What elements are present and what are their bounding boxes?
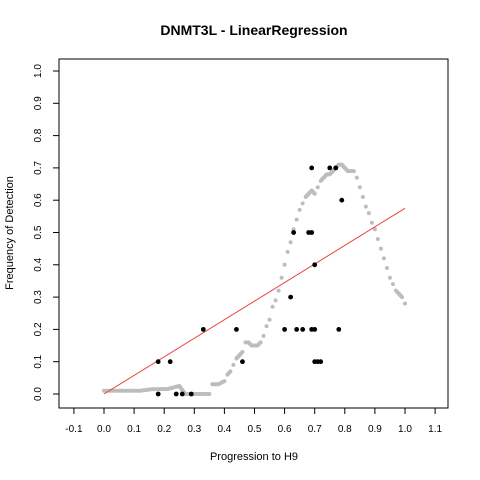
x-tick-label: 1.1 [428,424,442,435]
observed-point [188,391,194,397]
observed-point [294,327,300,332]
smooth-point [366,211,371,216]
observed-point [336,327,342,332]
observed-point [291,230,297,235]
observed-point [327,165,333,171]
x-tick-label: 0.9 [368,424,382,435]
smooth-point [285,249,290,254]
x-tick-label: 0.2 [157,424,171,435]
smooth-point [240,350,245,355]
smooth-point [261,333,266,338]
observed-point [309,165,315,171]
observed-point [282,327,287,332]
x-tick-label: 0.8 [338,424,352,435]
smooth-point [387,275,392,280]
smooth-point [273,298,278,303]
y-tick-label: 0.8 [33,128,44,142]
smooth-point [363,204,368,209]
y-tick-label: 0.1 [33,354,44,368]
smooth-point [312,191,317,196]
y-tick-label: 0.6 [33,193,44,207]
observed-point [200,327,206,332]
y-tick-label: 0.7 [33,161,44,175]
smooth-point [270,304,275,309]
smooth-point [384,266,389,271]
observed-point [288,294,294,300]
y-tick-label: 1.0 [33,64,44,78]
x-tick-label: 0.5 [248,424,262,435]
smooth-point [291,227,296,232]
smooth-point [300,201,305,206]
x-axis-label: Progression to H9 [210,451,298,463]
smooth-point [288,240,293,245]
smooth-point [351,169,356,174]
y-axis-label: Frequency of Detection [4,176,16,290]
smooth-point [294,217,299,222]
x-tick-label: 1.0 [398,424,412,435]
x-tick-label: 0.0 [97,424,111,435]
observed-point [318,359,324,365]
x-tick-label: 0.7 [308,424,322,435]
smooth-point [207,392,212,396]
regression-line-group [103,207,406,395]
y-tick-label: 0.0 [33,387,44,401]
x-tick-label: -0.1 [65,424,83,435]
smooth-point [267,317,272,322]
smooth-point [369,220,374,225]
observed-point [309,230,315,235]
x-tick-label: 0.3 [187,424,201,435]
observed-point [312,262,318,268]
smooth-point [231,362,236,367]
plot-frame [58,58,449,409]
x-tick-label: 0.1 [127,424,141,435]
smooth-point [399,295,404,300]
smooth-point [378,246,383,251]
smooth-point [360,194,365,199]
smooth-point [297,207,302,212]
chart-title: DNMT3L - LinearRegression [160,22,347,38]
smooth-point [276,288,281,293]
smooth-point [381,256,386,261]
smooth-curve [102,162,407,396]
x-axis: -0.1 0.0 0.1 0.2 0.3 0.4 0.5 0.6 0.7 0.8 0.9 1.0 1.1 [65,407,442,435]
smooth-point [354,175,359,180]
smooth-point [258,340,263,345]
x-tick-label: 0.4 [217,424,231,435]
observed-point [300,327,306,332]
observed-point [312,327,318,332]
smooth-point [375,236,380,241]
y-tick-label: 0.2 [33,322,44,336]
smooth-point [357,185,362,190]
y-tick-label: 0.5 [33,225,44,239]
y-axis: 0.0 0.1 0.2 0.3 0.4 0.5 0.6 0.7 0.8 0.9 1.0 [33,64,60,401]
observed-point [155,359,161,365]
regression-line [103,207,406,395]
smooth-point [279,275,284,280]
observed-point [173,391,179,397]
smooth-point [372,227,377,232]
smooth-point [264,324,269,329]
x-tick-label: 0.6 [278,424,292,435]
observed-point [339,197,345,203]
observed-point [167,359,173,365]
observed-point [333,165,339,171]
y-tick-label: 0.4 [33,257,44,271]
y-tick-label: 0.3 [33,290,44,304]
smooth-point [228,369,233,374]
observed-point [234,327,239,332]
smooth-point [222,379,227,384]
observed-point [179,391,185,397]
y-tick-label: 0.9 [33,96,44,110]
smooth-point [315,185,320,190]
observed-point [240,359,245,365]
smooth-point [282,262,287,267]
smooth-point [390,282,395,287]
smooth-point [403,301,407,306]
observed-points [155,165,345,397]
observed-point [155,391,161,397]
